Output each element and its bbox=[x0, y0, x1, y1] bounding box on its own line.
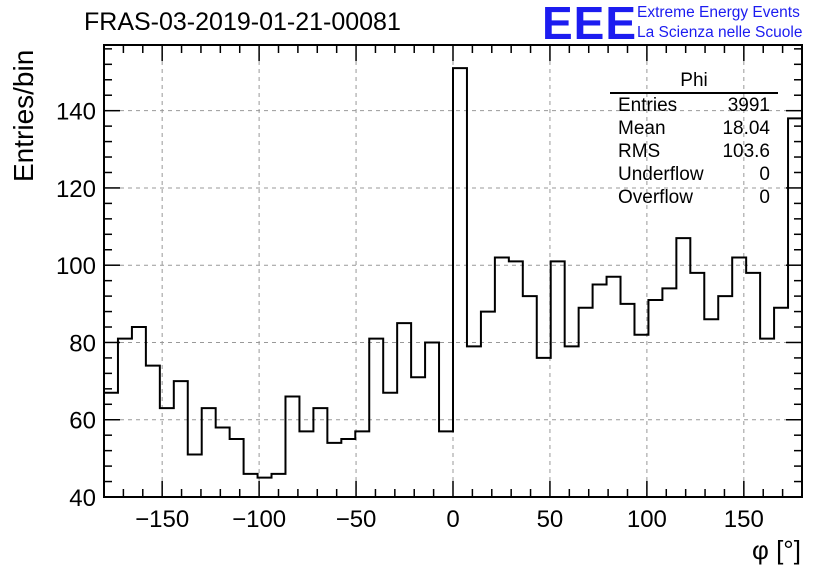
stats-value: 3991 bbox=[727, 95, 770, 116]
x-tick-label: −150 bbox=[135, 506, 189, 533]
stats-row: Underflow 0 bbox=[610, 163, 778, 186]
x-tick-label: 0 bbox=[446, 506, 459, 533]
logo-line-1: Extreme Energy Events bbox=[637, 4, 800, 21]
stats-row: RMS 103.6 bbox=[610, 140, 778, 163]
stats-label: RMS bbox=[618, 141, 661, 162]
y-tick-label: 40 bbox=[69, 485, 96, 512]
axis-ticks bbox=[103, 45, 803, 498]
stats-row: Overflow 0 bbox=[610, 186, 778, 209]
eee-logo: EEE bbox=[542, 0, 638, 49]
stats-box: Phi Entries 3991 Mean 18.04 RMS 103.6 Underflo… bbox=[610, 70, 778, 209]
y-tick-label: 140 bbox=[56, 99, 96, 126]
stats-row: Entries 3991 bbox=[610, 94, 778, 117]
chart-title: FRAS-03-2019-01-21-00081 bbox=[84, 8, 401, 36]
x-tick-label: 150 bbox=[724, 506, 764, 533]
stats-label: Underflow bbox=[618, 164, 704, 185]
stats-label: Entries bbox=[618, 95, 678, 116]
y-tick-label: 60 bbox=[69, 408, 96, 435]
stats-value: 103.6 bbox=[722, 141, 770, 162]
x-tick-label: 100 bbox=[627, 506, 667, 533]
stats-label: Mean bbox=[618, 118, 666, 139]
x-tick-label: −100 bbox=[232, 506, 286, 533]
y-tick-label: 100 bbox=[56, 253, 96, 280]
y-tick-label: 120 bbox=[56, 176, 96, 203]
stats-value: 0 bbox=[759, 164, 770, 185]
y-axis-label: Entries/bin bbox=[8, 49, 39, 182]
x-tick-label: −50 bbox=[336, 506, 377, 533]
plot-frame bbox=[103, 44, 803, 498]
histogram-line bbox=[104, 67, 802, 479]
stats-header: Phi bbox=[610, 70, 778, 94]
tick-labels: −150 −100 −50 0 50 100 150 40 60 80 100 120 140 bbox=[56, 99, 764, 533]
x-axis-label: φ [°] bbox=[752, 535, 801, 565]
x-tick-label: 50 bbox=[537, 506, 564, 533]
stats-label: Overflow bbox=[618, 187, 693, 208]
stats-row: Mean 18.04 bbox=[610, 117, 778, 140]
stats-value: 18.04 bbox=[722, 118, 770, 139]
logo-line-2: La Scienza nelle Scuole bbox=[637, 24, 803, 41]
stats-value: 0 bbox=[759, 187, 770, 208]
y-tick-label: 80 bbox=[69, 330, 96, 357]
